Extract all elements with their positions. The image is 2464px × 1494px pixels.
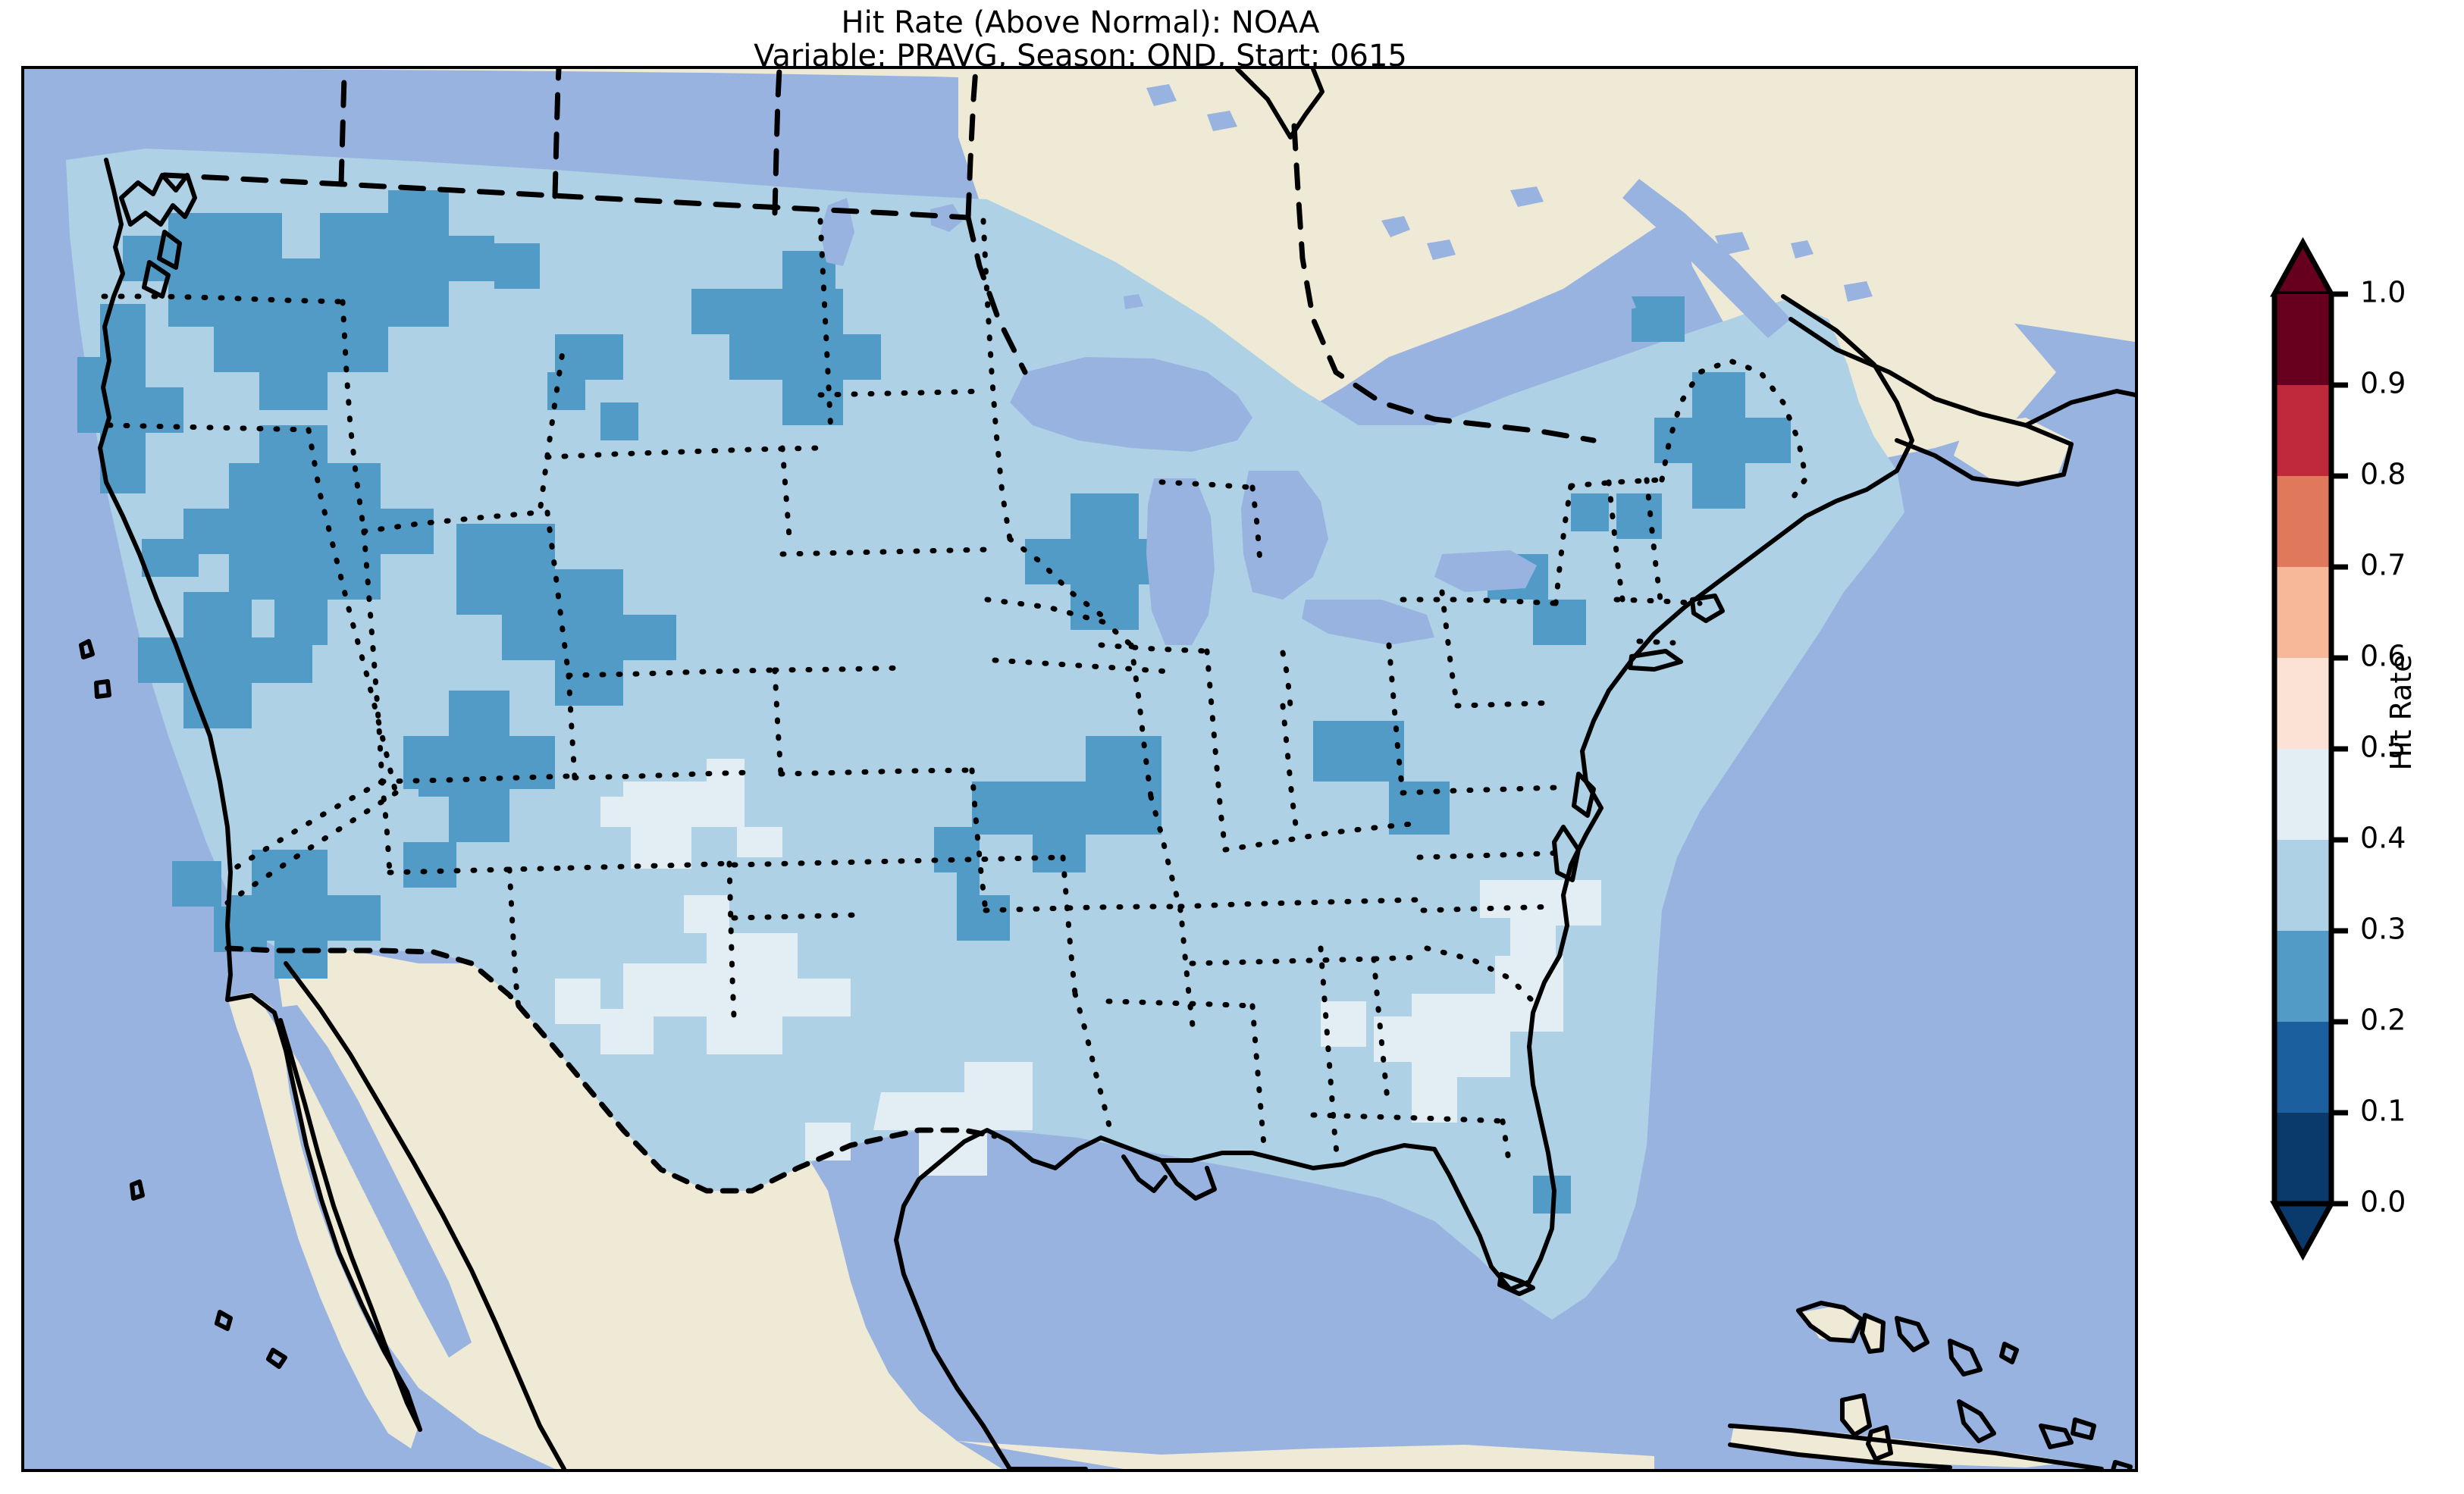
colorbar-under-arrow: [2270, 1201, 2336, 1261]
colorbar-svg: 1.0 0.9 0.8 0.7 0.6 0.5 0.4 0.3 0.2 0.1 0.0: [2270, 236, 2406, 1261]
colorbar-axis-label-text: Hit Rate: [2384, 654, 2418, 771]
colorbar-bin: [2274, 840, 2331, 932]
colorbar-tick-label: 0.3: [2360, 913, 2406, 946]
figure-title-block: Hit Rate (Above Normal): NOAA Variable: …: [0, 0, 2161, 73]
colorbar-axis-label: Hit Rate: [2384, 561, 2418, 864]
colorbar: 1.0 0.9 0.8 0.7 0.6 0.5 0.4 0.3 0.2 0.1 0.0 Hit Ra…: [2267, 227, 2464, 1319]
colorbar-ticks: [2271, 291, 2348, 1207]
colorbar-bin: [2274, 476, 2331, 568]
colorbar-tick-label: 0.7: [2360, 549, 2406, 582]
colorbar-bin: [2274, 567, 2331, 659]
colorbar-bins: [2270, 236, 2336, 1261]
coastlines: [79, 69, 2135, 1469]
colorbar-tick-label: 0.1: [2360, 1095, 2406, 1128]
colorbar-tick-label: 0.0: [2360, 1185, 2406, 1219]
colorbar-bin: [2274, 1113, 2331, 1204]
colorbar-tick-label: 1.0: [2360, 276, 2406, 309]
colorbar-bin: [2274, 1022, 2331, 1113]
state-borders: [101, 69, 1809, 1194]
colorbar-tick-label: 0.4: [2360, 822, 2406, 855]
great-lakes: [265, 84, 1873, 1358]
colorbar-bin: [2274, 931, 2331, 1023]
colorbar-bin: [2274, 658, 2331, 750]
colorbar-tick-label: 0.8: [2360, 458, 2406, 491]
map-axes: [21, 66, 2138, 1472]
figure-title-line-1: Hit Rate (Above Normal): NOAA: [841, 5, 1320, 40]
colorbar-bin: [2274, 294, 2331, 386]
colorbar-tick-label: 0.6: [2360, 640, 2406, 673]
colorbar-tick-labels: 1.0 0.9 0.8 0.7 0.6 0.5 0.4 0.3 0.2 0.1 0.0: [2360, 276, 2406, 1219]
colorbar-bin: [2274, 749, 2331, 841]
colorbar-tick-label: 0.9: [2360, 367, 2406, 400]
colorbar-bin: [2274, 385, 2331, 477]
colorbar-tick-label: 0.5: [2360, 731, 2406, 764]
map-canvas: [24, 69, 2135, 1469]
colorbar-over-arrow: [2270, 236, 2336, 297]
colorbar-tick-label: 0.2: [2360, 1004, 2406, 1037]
